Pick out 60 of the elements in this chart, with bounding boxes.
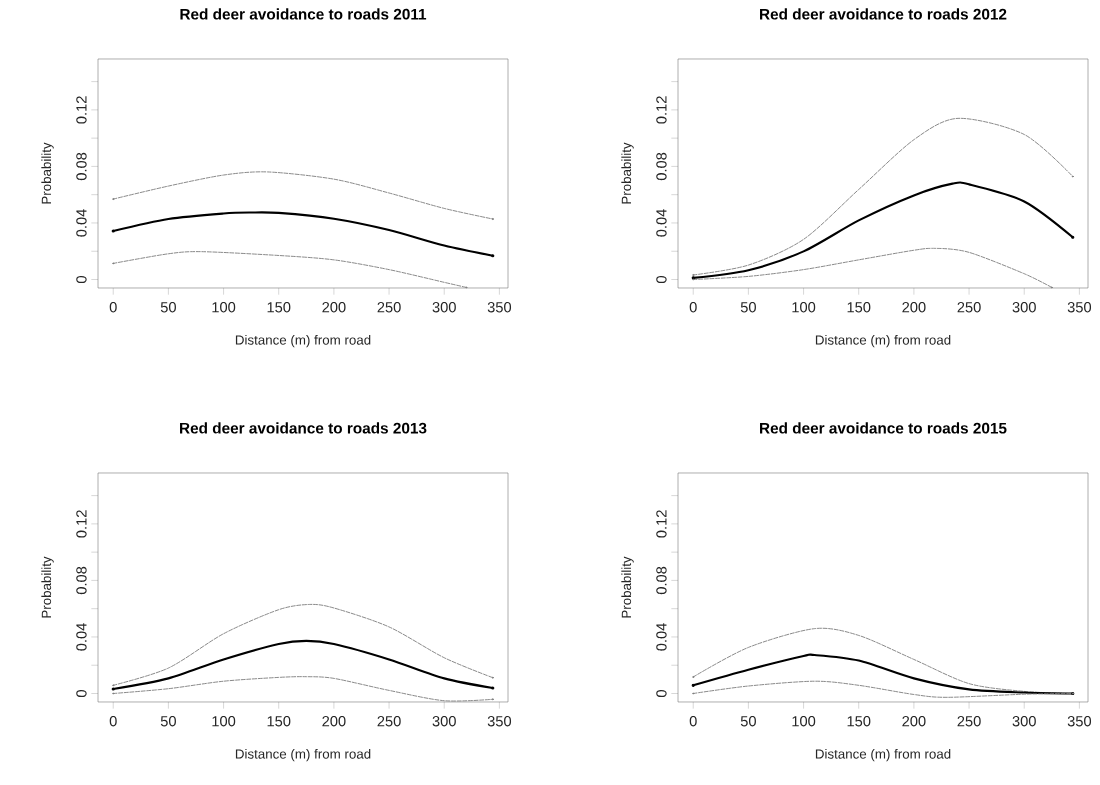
y-axis-title: Probability xyxy=(621,142,634,204)
x-tick-label: 0 xyxy=(109,302,117,313)
x-tick-label: 350 xyxy=(487,302,512,313)
y-axis-title: Probability xyxy=(41,556,54,618)
x-tick-label: 0 xyxy=(109,716,117,727)
x-axis-title: Distance (m) from road xyxy=(815,748,951,762)
y-tick-label: 0.08 xyxy=(656,152,667,181)
x-tick-label: 250 xyxy=(377,302,401,313)
x-tick-label: 350 xyxy=(1067,716,1092,727)
x-tick-label: 50 xyxy=(160,716,176,727)
x-tick-label: 100 xyxy=(212,716,236,727)
x-tick-label: 300 xyxy=(432,302,456,313)
y-tick-label: 0.12 xyxy=(76,96,87,124)
x-tick-label: 50 xyxy=(160,302,176,313)
x-tick-label: 150 xyxy=(847,302,871,313)
x-tick-label: 100 xyxy=(792,716,816,727)
y-tick-label: 0 xyxy=(656,276,667,284)
x-tick-label: 300 xyxy=(1012,716,1036,727)
x-tick-label: 0 xyxy=(689,716,697,727)
x-tick-label: 200 xyxy=(902,302,926,313)
y-tick-label: 0.04 xyxy=(656,209,667,237)
x-tick-label: 300 xyxy=(1012,302,1036,313)
chart-title: Red deer avoidance to roads 2011 xyxy=(180,8,427,20)
x-tick-label: 150 xyxy=(267,302,291,313)
y-tick-label: 0.08 xyxy=(656,566,667,595)
y-tick-label: 0.12 xyxy=(76,510,87,538)
x-tick-label: 100 xyxy=(792,302,816,313)
x-tick-label: 150 xyxy=(267,716,291,727)
x-tick-label: 100 xyxy=(212,302,236,313)
x-tick-label: 250 xyxy=(957,302,981,313)
y-tick-label: 0.04 xyxy=(76,623,87,651)
x-tick-label: 50 xyxy=(740,302,756,313)
y-tick-label: 0.04 xyxy=(656,623,667,651)
x-axis-title: Distance (m) from road xyxy=(235,334,371,348)
y-tick-label: 0.08 xyxy=(76,566,87,595)
y-tick-label: 0.12 xyxy=(656,510,667,538)
y-axis-title: Probability xyxy=(621,556,634,618)
y-tick-label: 0 xyxy=(76,276,87,284)
x-tick-label: 250 xyxy=(377,716,401,727)
x-tick-label: 200 xyxy=(322,716,346,727)
x-tick-label: 200 xyxy=(902,716,926,727)
x-tick-label: 350 xyxy=(1067,302,1092,313)
x-tick-label: 0 xyxy=(689,302,697,313)
chart-title: Red deer avoidance to roads 2012 xyxy=(760,8,1007,20)
y-tick-label: 0 xyxy=(76,690,87,698)
x-axis-title: Distance (m) from road xyxy=(815,334,951,348)
chart-title: Red deer avoidance to roads 2013 xyxy=(180,422,427,434)
y-tick-label: 0 xyxy=(656,690,667,698)
x-tick-label: 300 xyxy=(432,716,456,727)
y-tick-label: 0.08 xyxy=(76,152,87,181)
y-tick-label: 0.12 xyxy=(656,96,667,124)
x-tick-label: 250 xyxy=(957,716,981,727)
x-tick-label: 200 xyxy=(322,302,346,313)
x-tick-label: 150 xyxy=(847,716,871,727)
x-tick-label: 50 xyxy=(740,716,756,727)
chart-title: Red deer avoidance to roads 2015 xyxy=(760,422,1007,434)
x-axis-title: Distance (m) from road xyxy=(235,748,371,762)
y-tick-label: 0.04 xyxy=(76,209,87,237)
y-axis-title: Probability xyxy=(41,142,54,204)
x-tick-label: 350 xyxy=(487,716,512,727)
